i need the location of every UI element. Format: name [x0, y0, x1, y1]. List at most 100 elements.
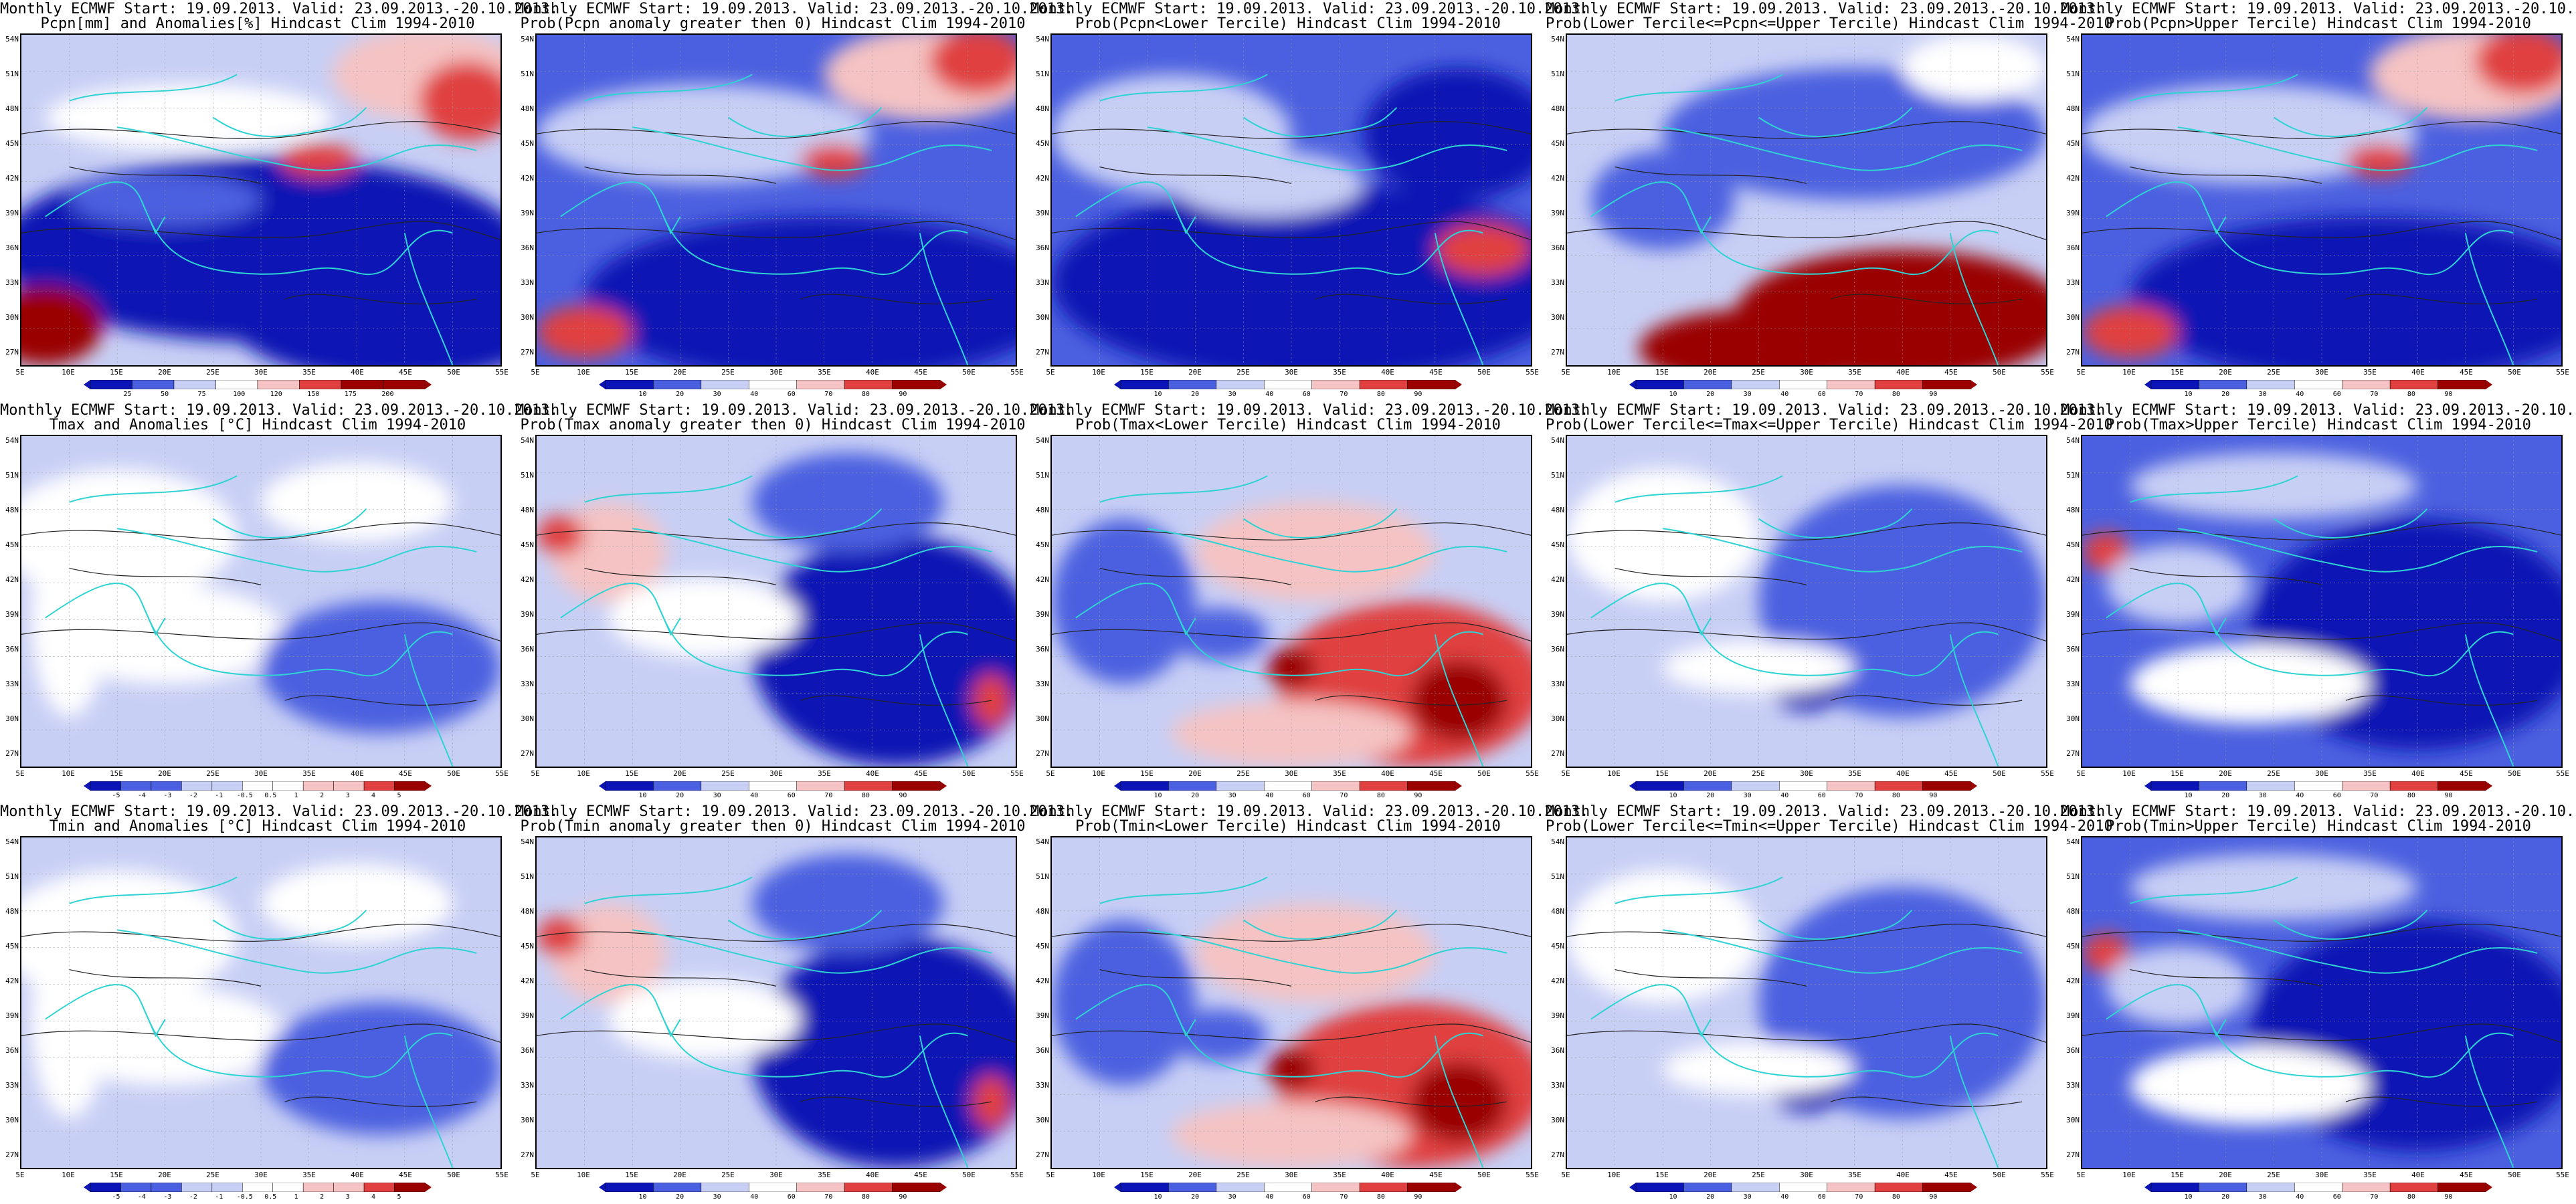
- map-panel: Monthly ECMWF Start: 19.09.2013. Valid: …: [1546, 0, 2113, 401]
- lon-label: 40E: [866, 368, 879, 377]
- lon-label: 20E: [1704, 1171, 1717, 1179]
- lon-label: 15E: [625, 769, 638, 778]
- coastline: [2106, 181, 2514, 276]
- color-bar-segment: [2437, 781, 2486, 791]
- lat-label: 45N: [2066, 139, 2080, 148]
- lon-label: 45E: [914, 769, 927, 778]
- lon-label: 55E: [495, 1171, 509, 1179]
- lat-label: 48N: [5, 907, 19, 916]
- lat-label: 51N: [1551, 471, 1564, 480]
- contour-line: [1099, 969, 1292, 987]
- color-bar-label: 30: [1228, 391, 1236, 398]
- lon-label: 10E: [62, 1171, 75, 1179]
- anomaly-region: [608, 979, 800, 1059]
- color-bar-segment: [1311, 380, 1360, 389]
- lat-label: 54N: [1036, 35, 1049, 43]
- lon-label: 45E: [1944, 1171, 1958, 1179]
- color-bar-label: 70: [1340, 792, 1348, 799]
- coastline: [1147, 126, 1507, 171]
- color-bar-segment: [1120, 380, 1169, 389]
- lat-label: 39N: [2066, 209, 2080, 217]
- lon-label: 30E: [1285, 769, 1298, 778]
- anomaly-region: [1411, 660, 1507, 740]
- lon-label: 15E: [1140, 368, 1154, 377]
- color-bar-segment: [1264, 1183, 1312, 1192]
- color-bar-label: 70: [1855, 1193, 1863, 1201]
- anomaly-region: [261, 864, 453, 944]
- lat-label: 51N: [5, 872, 19, 881]
- color-bar-label: 40: [1265, 391, 1274, 398]
- lon-label: 40E: [1381, 1171, 1394, 1179]
- color-bar-label: 40: [2296, 391, 2304, 398]
- color-bar-arrow: [2144, 1183, 2151, 1192]
- anomaly-region: [2475, 35, 2561, 94]
- color-bar-arrow: [1455, 781, 1462, 791]
- color-bar-segment: [1635, 781, 1684, 791]
- lat-label: 27N: [1551, 749, 1564, 758]
- lat-label: 33N: [1036, 1081, 1049, 1090]
- color-bar-segment: [605, 1183, 654, 1192]
- color-bar-label: 20: [1706, 391, 1715, 398]
- coastline: [1615, 475, 1783, 503]
- coastline: [2178, 929, 2538, 974]
- color-bar-label: 50: [161, 391, 169, 398]
- coastline: [632, 528, 992, 573]
- color-bar-segment: [120, 1183, 152, 1192]
- lat-label: 48N: [5, 506, 19, 514]
- color-bar-segment: [2389, 781, 2438, 791]
- contour-line: [800, 294, 992, 304]
- color-bar-label: 70: [2370, 391, 2379, 398]
- contour-line: [1567, 121, 2046, 139]
- lon-label: 35E: [302, 769, 316, 778]
- lon-label: 15E: [2171, 1171, 2184, 1179]
- coastline: [1758, 107, 1913, 137]
- coastline: [584, 876, 753, 904]
- lon-label: 35E: [1848, 769, 1861, 778]
- lon-label: 45E: [2460, 769, 2473, 778]
- coastline: [2201, 1002, 2227, 1037]
- map-panel: Monthly ECMWF Start: 19.09.2013. Valid: …: [515, 803, 1073, 1204]
- coastline: [919, 1035, 969, 1168]
- coastline: [2130, 876, 2298, 904]
- color-bar-segment: [2199, 1183, 2247, 1192]
- color-bar-segment: [90, 781, 121, 791]
- lon-label: 35E: [2363, 769, 2377, 778]
- color-bar-label: 90: [1929, 391, 1938, 398]
- lon-label: 10E: [1092, 769, 1105, 778]
- panel-title: Monthly ECMWF Start: 19.09.2013. Valid: …: [2061, 803, 2576, 820]
- lon-label: 35E: [2363, 368, 2377, 377]
- color-bar-segment: [2199, 781, 2247, 791]
- lat-label: 42N: [1551, 174, 1564, 183]
- lon-label: 30E: [769, 769, 783, 778]
- color-bar-segment: [1168, 1183, 1217, 1192]
- color-bar-label: 30: [713, 391, 721, 398]
- contour-line: [284, 1096, 477, 1107]
- contour-line: [69, 568, 262, 585]
- panel-title: Monthly ECMWF Start: 19.09.2013. Valid: …: [0, 402, 559, 419]
- anomaly-region: [1172, 1102, 1411, 1168]
- panel-title: Monthly ECMWF Start: 19.09.2013. Valid: …: [1546, 803, 2104, 820]
- color-bar-segment: [1874, 781, 1923, 791]
- anomaly-region: [752, 452, 944, 552]
- coastline: [69, 475, 238, 503]
- anomaly-field: [537, 837, 1016, 1168]
- lon-label: 20E: [1704, 368, 1717, 377]
- color-bar-segment: [1874, 380, 1923, 389]
- lon-label: 20E: [1188, 368, 1202, 377]
- color-bar-label: 40: [750, 792, 759, 799]
- lon-label: 35E: [2363, 1171, 2377, 1179]
- coastline: [560, 984, 968, 1078]
- lat-label: 30N: [5, 1116, 19, 1124]
- coastline: [1171, 199, 1196, 235]
- color-bar-label: 40: [1780, 391, 1789, 398]
- color-bar-label: 10: [1669, 792, 1677, 799]
- color-bar-label: 30: [1228, 792, 1236, 799]
- lon-label: 15E: [1655, 1171, 1669, 1179]
- lat-label: 51N: [521, 70, 534, 78]
- map-frame: [20, 33, 502, 367]
- color-bar: [599, 380, 947, 389]
- lon-label: 45E: [2460, 368, 2473, 377]
- coastline: [1686, 601, 1712, 636]
- lon-label: 5E: [15, 769, 25, 778]
- coastline: [2106, 583, 2514, 677]
